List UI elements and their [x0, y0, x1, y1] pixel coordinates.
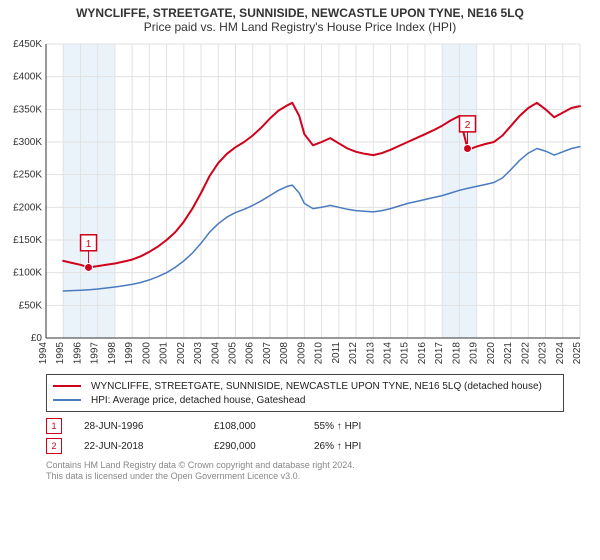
footnote: Contains HM Land Registry data © Crown c… [46, 460, 564, 483]
svg-text:1999: 1999 [124, 342, 135, 365]
svg-text:1996: 1996 [72, 342, 83, 365]
sale-index-box: 1 [46, 418, 62, 434]
legend-row: HPI: Average price, detached house, Gate… [53, 393, 557, 407]
sale-index-box: 2 [46, 438, 62, 454]
legend: WYNCLIFFE, STREETGATE, SUNNISIDE, NEWCAS… [46, 374, 564, 412]
svg-text:2024: 2024 [555, 342, 566, 365]
svg-text:2016: 2016 [417, 342, 428, 365]
svg-text:2: 2 [465, 120, 471, 131]
svg-text:2004: 2004 [210, 342, 221, 365]
svg-text:2001: 2001 [159, 342, 170, 365]
svg-text:£50K: £50K [19, 300, 43, 311]
svg-text:2012: 2012 [348, 342, 359, 365]
sale-row: 1 28-JUN-1996£108,00055% ↑ HPI [46, 416, 564, 436]
svg-text:2011: 2011 [331, 342, 342, 364]
legend-label: HPI: Average price, detached house, Gate… [91, 395, 305, 406]
svg-text:2007: 2007 [262, 342, 273, 365]
sale-price: £290,000 [214, 441, 314, 452]
footnote-line1: Contains HM Land Registry data © Crown c… [46, 460, 564, 471]
svg-text:2022: 2022 [520, 342, 531, 365]
svg-text:£150K: £150K [13, 235, 42, 246]
svg-text:2017: 2017 [434, 342, 445, 365]
footnote-line2: This data is licensed under the Open Gov… [46, 471, 564, 482]
svg-text:2002: 2002 [176, 342, 187, 365]
chart-title-line1: WYNCLIFFE, STREETGATE, SUNNISIDE, NEWCAS… [0, 0, 600, 20]
svg-text:£200K: £200K [13, 202, 42, 213]
legend-swatch [53, 399, 81, 401]
sales-table: 1 28-JUN-1996£108,00055% ↑ HPI 2 22-JUN-201… [46, 416, 564, 456]
legend-swatch [53, 385, 81, 387]
svg-text:1994: 1994 [38, 342, 49, 365]
svg-text:2009: 2009 [296, 342, 307, 365]
svg-text:2015: 2015 [400, 342, 411, 365]
sale-date: 28-JUN-1996 [84, 421, 214, 432]
svg-text:2008: 2008 [279, 342, 290, 365]
svg-text:2020: 2020 [486, 342, 497, 365]
svg-text:2013: 2013 [365, 342, 376, 365]
svg-text:£350K: £350K [13, 104, 42, 115]
sale-delta: 26% ↑ HPI [314, 441, 414, 452]
svg-text:1997: 1997 [90, 342, 101, 365]
legend-label: WYNCLIFFE, STREETGATE, SUNNISIDE, NEWCAS… [91, 381, 542, 392]
svg-text:1998: 1998 [107, 342, 118, 365]
svg-text:2003: 2003 [193, 342, 204, 365]
sale-date: 22-JUN-2018 [84, 441, 214, 452]
svg-text:£100K: £100K [13, 268, 42, 279]
svg-text:2014: 2014 [383, 342, 394, 365]
legend-row: WYNCLIFFE, STREETGATE, SUNNISIDE, NEWCAS… [53, 379, 557, 393]
svg-text:2005: 2005 [227, 342, 238, 365]
svg-text:1: 1 [86, 239, 92, 250]
svg-text:2023: 2023 [538, 342, 549, 365]
line-chart-svg: £0£50K£100K£150K£200K£250K£300K£350K£400… [0, 38, 600, 368]
chart-title-line2: Price paid vs. HM Land Registry's House … [0, 20, 600, 34]
sale-row: 2 22-JUN-2018£290,00026% ↑ HPI [46, 436, 564, 456]
svg-text:2019: 2019 [469, 342, 480, 365]
svg-text:2021: 2021 [503, 342, 514, 365]
svg-text:1995: 1995 [55, 342, 66, 365]
svg-text:2010: 2010 [314, 342, 325, 365]
svg-text:£450K: £450K [13, 39, 42, 50]
svg-text:2025: 2025 [572, 342, 583, 365]
sale-price: £108,000 [214, 421, 314, 432]
svg-text:2000: 2000 [141, 342, 152, 365]
svg-text:£300K: £300K [13, 137, 42, 148]
svg-text:2018: 2018 [451, 342, 462, 365]
svg-text:£250K: £250K [13, 170, 42, 181]
svg-text:£400K: £400K [13, 72, 42, 83]
sale-delta: 55% ↑ HPI [314, 421, 414, 432]
chart-area: £0£50K£100K£150K£200K£250K£300K£350K£400… [0, 38, 600, 368]
svg-text:2006: 2006 [245, 342, 256, 365]
